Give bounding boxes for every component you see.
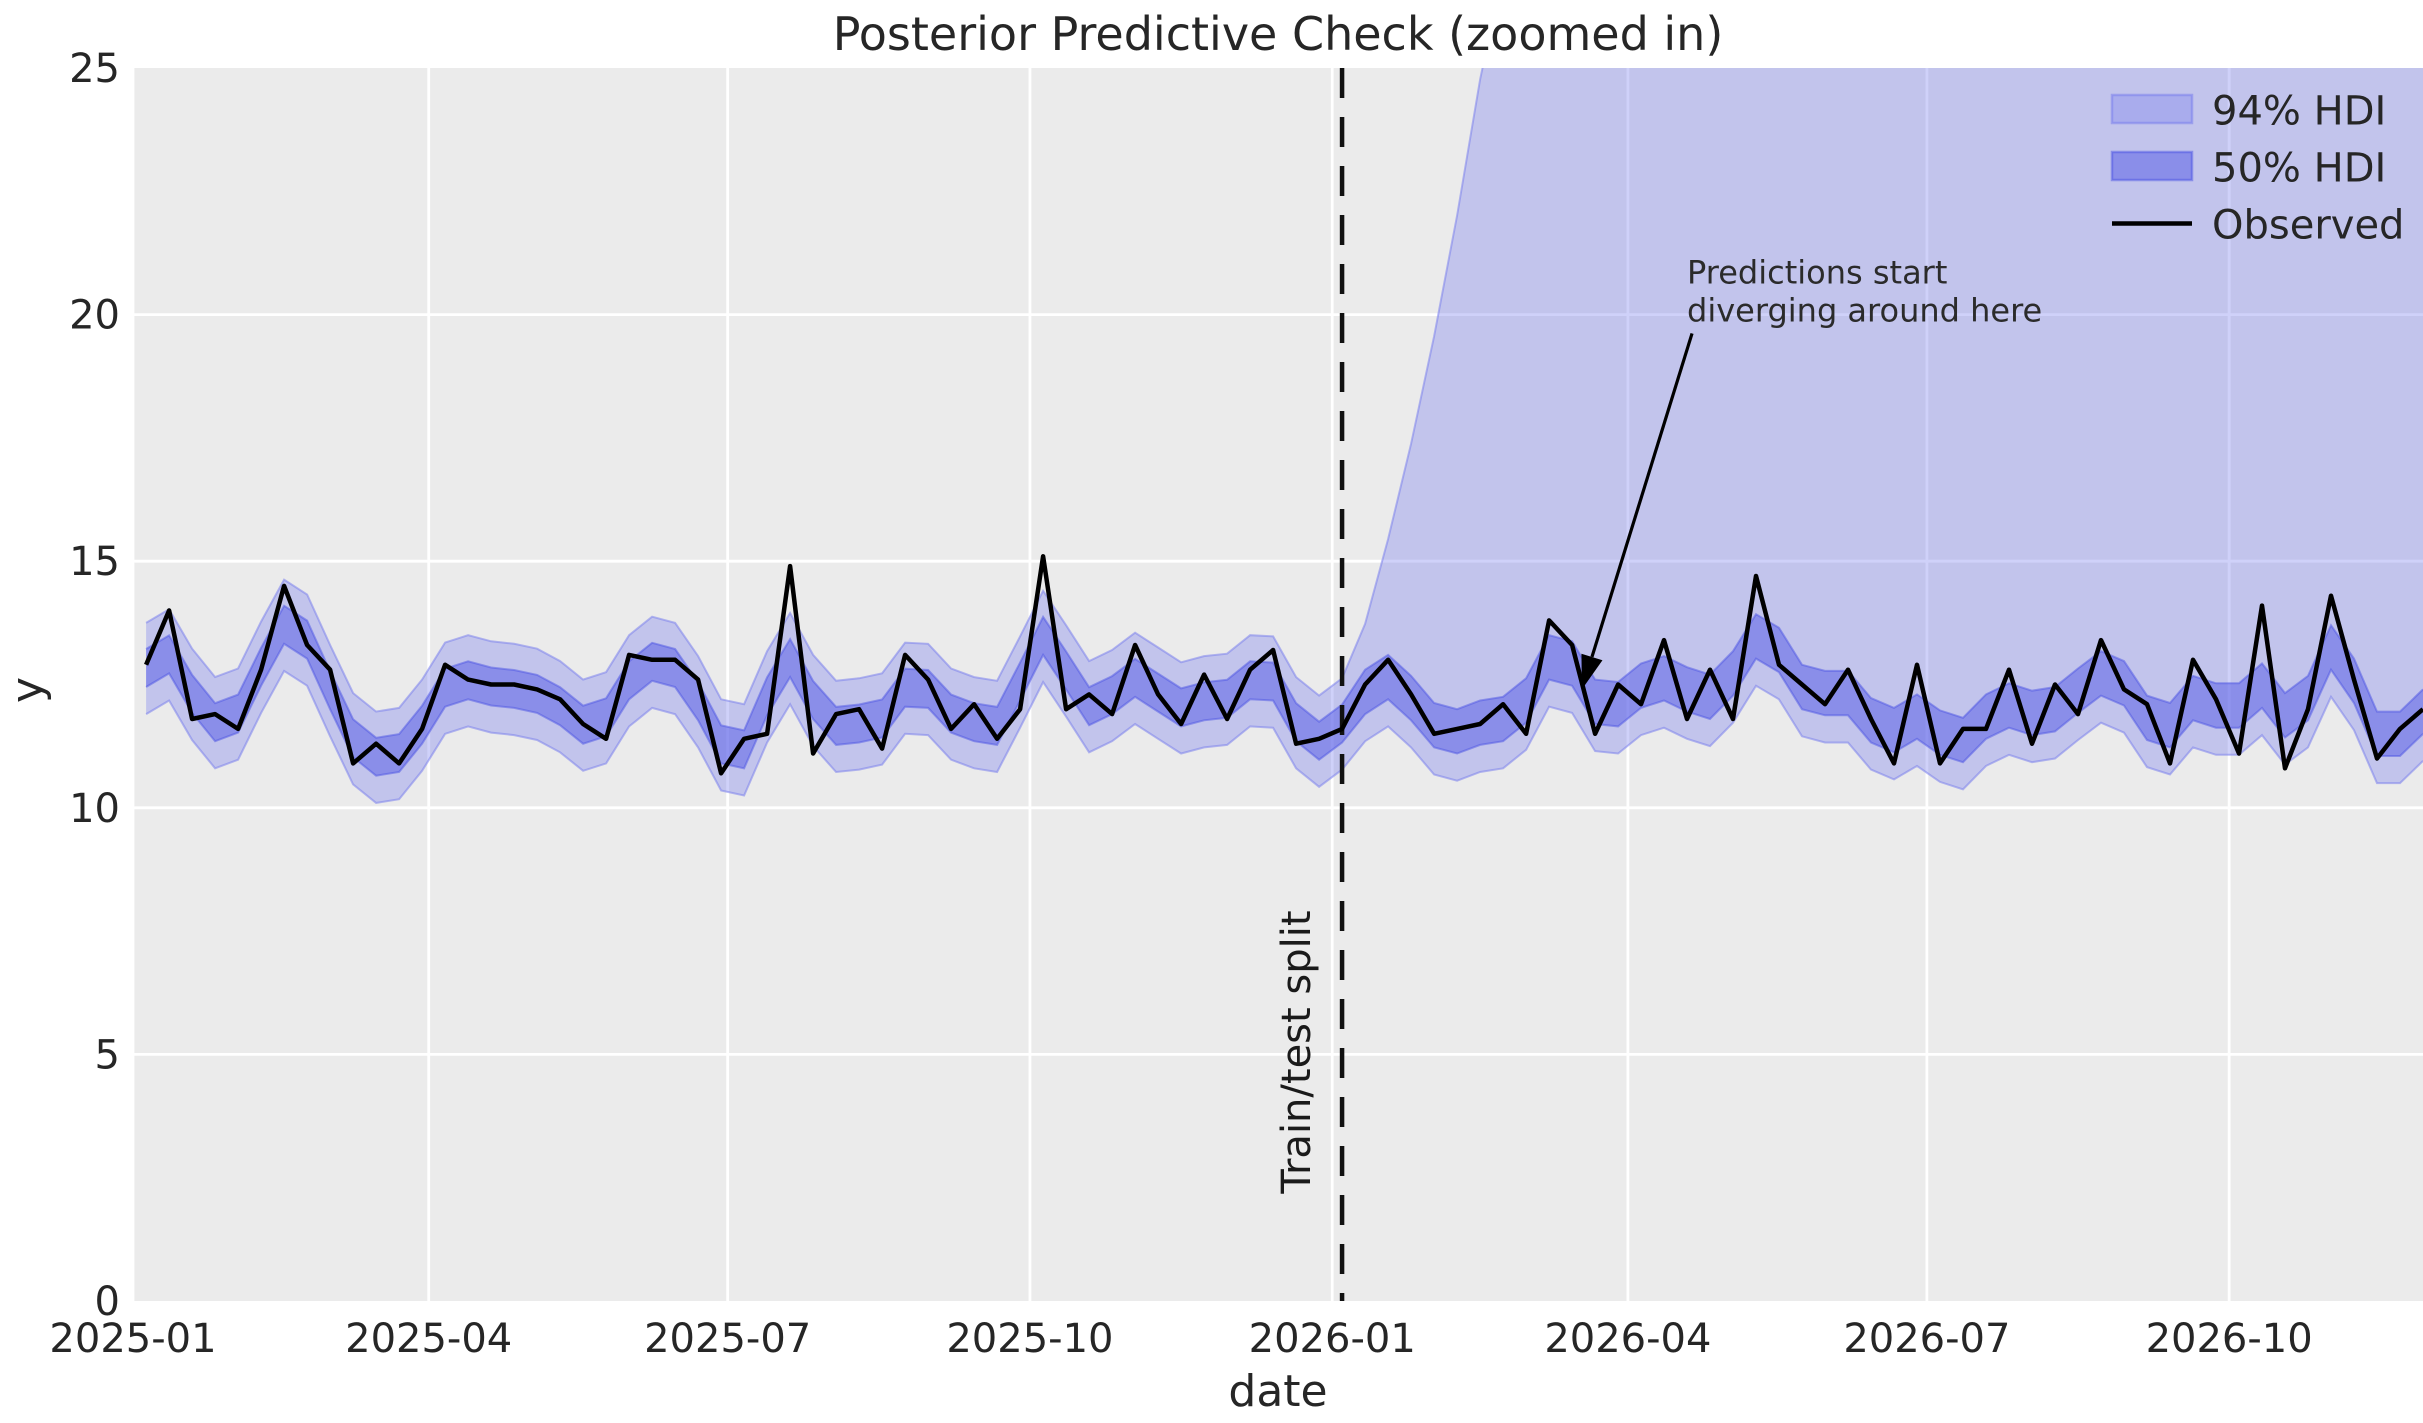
legend-94hdi-label: 94% HDI	[2212, 89, 2386, 135]
gridlines	[131, 68, 2423, 1301]
x-axis-tick-labels: 2025-01 2025-04 2025-07 2025-10 2026-01 2026-…	[49, 1316, 2312, 1362]
annotation-text-line2: diverging around here	[1687, 291, 2042, 329]
legend-94hdi-swatch	[2110, 93, 2194, 125]
annotation: Predictions start diverging around here	[1581, 253, 2042, 690]
svg-text:0: 0	[95, 1279, 120, 1325]
svg-text:2025-07: 2025-07	[644, 1316, 811, 1362]
observed-line	[144, 554, 2423, 776]
svg-text:2026-04: 2026-04	[1544, 1316, 1711, 1362]
legend: 94% HDI 50% HDI Observed	[2110, 89, 2404, 249]
split-line-label: Train/test split	[1274, 910, 1320, 1194]
svg-text:10: 10	[69, 786, 120, 832]
svg-text:2026-07: 2026-07	[1843, 1316, 2010, 1362]
svg-text:5: 5	[95, 1032, 120, 1078]
chart-title: Posterior Predictive Check (zoomed in)	[833, 7, 1724, 61]
svg-text:15: 15	[69, 539, 120, 585]
y-axis-label: y	[2, 677, 53, 703]
svg-text:2026-01: 2026-01	[1249, 1316, 1416, 1362]
legend-50hdi-label: 50% HDI	[2212, 146, 2386, 192]
annotation-text-line1: Predictions start	[1687, 253, 1947, 291]
y-axis-tick-labels: 0 5 10 15 20 25	[69, 46, 120, 1325]
svg-text:2026-10: 2026-10	[2146, 1316, 2313, 1362]
svg-text:2025-01: 2025-01	[49, 1316, 216, 1362]
x-axis-label: date	[1228, 1366, 1327, 1417]
legend-observed-label: Observed	[2212, 203, 2404, 249]
svg-text:2025-04: 2025-04	[345, 1316, 512, 1362]
svg-text:2025-10: 2025-10	[946, 1316, 1113, 1362]
svg-text:20: 20	[69, 293, 120, 339]
svg-text:25: 25	[69, 46, 120, 92]
legend-50hdi-swatch	[2110, 150, 2194, 182]
annotation-arrow-icon	[1581, 332, 1694, 690]
